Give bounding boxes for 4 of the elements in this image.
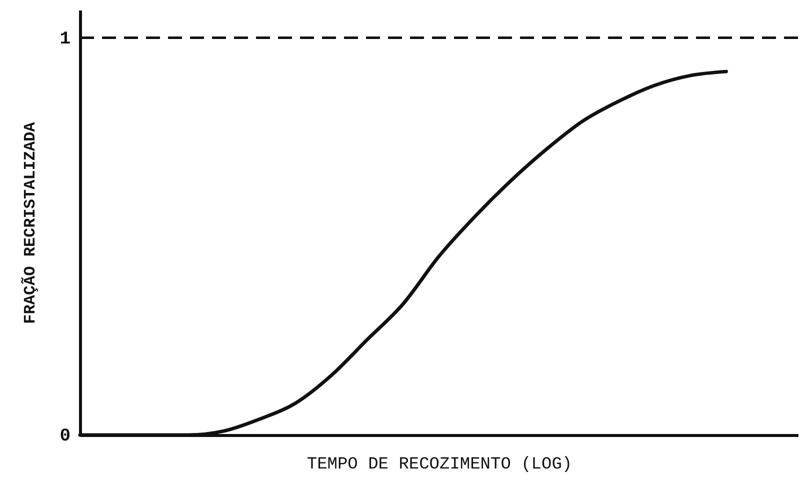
y-tick-label: 1 — [60, 29, 71, 50]
y-axis-title: FRAÇÃO RECRISTALIZADA — [20, 122, 40, 324]
x-axis-title: TEMPO DE RECOZIMENTO (LOG) — [306, 456, 572, 474]
y-tick-label: 0 — [60, 426, 70, 446]
